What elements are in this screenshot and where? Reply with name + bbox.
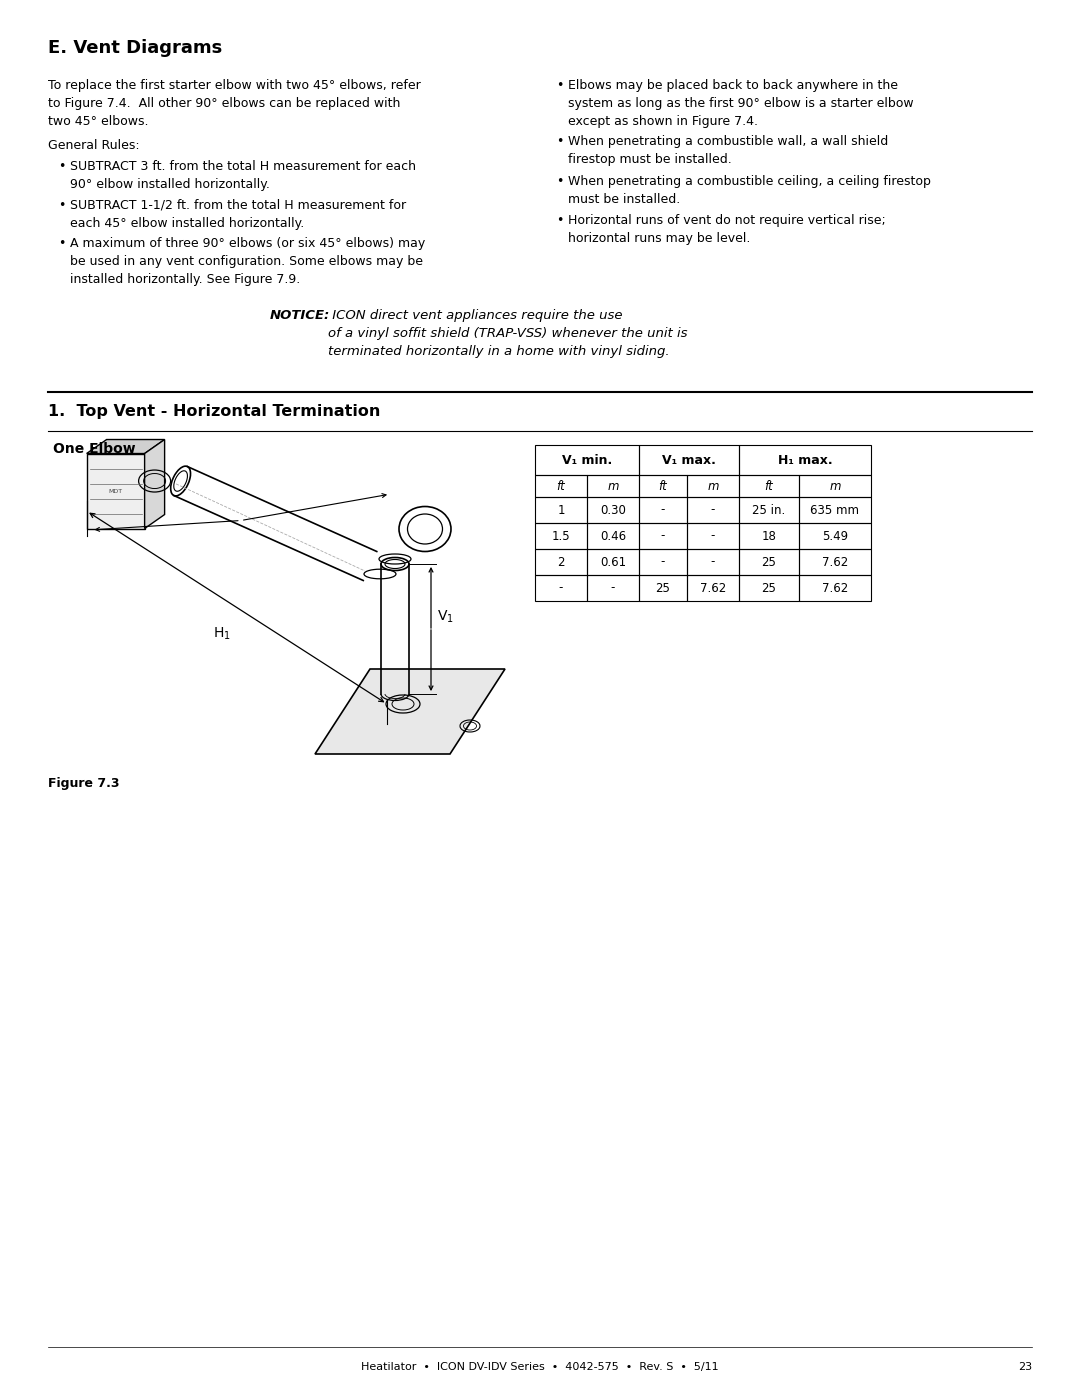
Bar: [739, 576, 799, 601]
Bar: [799, 475, 870, 497]
Text: ICON direct vent appliances require the use
of a vinyl soffit shield (TRAP-VSS) : ICON direct vent appliances require the …: [328, 309, 688, 358]
Text: ft: ft: [765, 479, 773, 493]
Text: 25: 25: [761, 556, 777, 569]
Text: •: •: [556, 136, 564, 148]
Bar: [739, 522, 799, 549]
Bar: [535, 475, 588, 497]
Text: Heatilator  •  ICON DV-IDV Series  •  4042-575  •  Rev. S  •  5/11: Heatilator • ICON DV-IDV Series • 4042-5…: [361, 1362, 719, 1372]
Text: When penetrating a combustible wall, a wall shield
firestop must be installed.: When penetrating a combustible wall, a w…: [568, 136, 888, 166]
Bar: [639, 522, 687, 549]
Bar: [799, 576, 870, 601]
Text: -: -: [661, 503, 665, 517]
Text: 7.62: 7.62: [822, 556, 848, 569]
Bar: [639, 446, 739, 475]
Bar: [739, 497, 799, 522]
Text: SUBTRACT 3 ft. from the total H measurement for each
90° elbow installed horizon: SUBTRACT 3 ft. from the total H measurem…: [70, 161, 416, 191]
Bar: [739, 475, 799, 497]
Text: -: -: [661, 556, 665, 569]
Text: When penetrating a combustible ceiling, a ceiling firestop
must be installed.: When penetrating a combustible ceiling, …: [568, 175, 931, 205]
Text: Horizontal runs of vent do not require vertical rise;
horizontal runs may be lev: Horizontal runs of vent do not require v…: [568, 214, 886, 244]
Text: 1.  Top Vent - Horizontal Termination: 1. Top Vent - Horizontal Termination: [48, 404, 380, 419]
Text: MDT: MDT: [109, 489, 123, 493]
Polygon shape: [145, 440, 164, 528]
Text: 18: 18: [761, 529, 777, 542]
Text: H₁ max.: H₁ max.: [778, 454, 833, 467]
Text: •: •: [58, 161, 66, 173]
Text: Elbows may be placed back to back anywhere in the
system as long as the first 90: Elbows may be placed back to back anywhe…: [568, 80, 914, 129]
Bar: [799, 497, 870, 522]
Text: Figure 7.3: Figure 7.3: [48, 777, 120, 789]
Text: •: •: [556, 214, 564, 226]
Text: •: •: [556, 80, 564, 92]
Text: E. Vent Diagrams: E. Vent Diagrams: [48, 39, 222, 57]
Text: NOTICE:: NOTICE:: [270, 309, 330, 321]
Text: ft: ft: [556, 479, 565, 493]
Text: -: -: [711, 556, 715, 569]
Text: H$_1$: H$_1$: [213, 626, 231, 641]
Bar: [535, 497, 588, 522]
Text: 635 mm: 635 mm: [810, 503, 860, 517]
Text: m: m: [707, 479, 719, 493]
Text: 5.49: 5.49: [822, 529, 848, 542]
Bar: [86, 454, 145, 528]
Text: -: -: [711, 503, 715, 517]
Bar: [588, 576, 639, 601]
Text: 25: 25: [656, 581, 671, 595]
Bar: [739, 446, 870, 475]
Text: -: -: [558, 581, 563, 595]
Bar: [639, 475, 687, 497]
Text: •: •: [58, 198, 66, 212]
Polygon shape: [315, 669, 505, 754]
Text: 0.30: 0.30: [600, 503, 626, 517]
Text: V₁ min.: V₁ min.: [562, 454, 612, 467]
Bar: [687, 576, 739, 601]
Text: -: -: [661, 529, 665, 542]
Bar: [687, 549, 739, 576]
Text: 7.62: 7.62: [700, 581, 726, 595]
Text: A maximum of three 90° elbows (or six 45° elbows) may
be used in any vent config: A maximum of three 90° elbows (or six 45…: [70, 237, 426, 286]
Bar: [639, 497, 687, 522]
Text: 0.46: 0.46: [599, 529, 626, 542]
Bar: [588, 549, 639, 576]
Bar: [535, 522, 588, 549]
Text: 7.62: 7.62: [822, 581, 848, 595]
Bar: [687, 475, 739, 497]
Bar: [687, 522, 739, 549]
Bar: [687, 497, 739, 522]
Text: V$_1$: V$_1$: [437, 609, 454, 626]
Bar: [639, 549, 687, 576]
Text: m: m: [829, 479, 840, 493]
Bar: [535, 446, 639, 475]
Text: m: m: [607, 479, 619, 493]
Text: One Elbow: One Elbow: [53, 441, 136, 455]
Text: ft: ft: [659, 479, 667, 493]
Text: To replace the first starter elbow with two 45° elbows, refer
to Figure 7.4.  Al: To replace the first starter elbow with …: [48, 80, 421, 129]
Text: •: •: [556, 175, 564, 189]
Text: SUBTRACT 1-1/2 ft. from the total H measurement for
each 45° elbow installed hor: SUBTRACT 1-1/2 ft. from the total H meas…: [70, 198, 406, 231]
Text: 1.5: 1.5: [552, 529, 570, 542]
Text: •: •: [58, 237, 66, 250]
Text: -: -: [611, 581, 616, 595]
Text: 1: 1: [557, 503, 565, 517]
Text: V₁ max.: V₁ max.: [662, 454, 716, 467]
Bar: [588, 522, 639, 549]
Bar: [639, 576, 687, 601]
Bar: [535, 549, 588, 576]
Text: 23: 23: [1017, 1362, 1032, 1372]
Bar: [588, 497, 639, 522]
Bar: [588, 475, 639, 497]
Text: 25: 25: [761, 581, 777, 595]
Bar: [535, 576, 588, 601]
Bar: [739, 549, 799, 576]
Text: 2: 2: [557, 556, 565, 569]
Bar: [799, 522, 870, 549]
Text: General Rules:: General Rules:: [48, 138, 139, 152]
Bar: [799, 549, 870, 576]
Text: -: -: [711, 529, 715, 542]
Text: 25 in.: 25 in.: [753, 503, 785, 517]
Text: 0.61: 0.61: [599, 556, 626, 569]
Polygon shape: [86, 440, 164, 454]
